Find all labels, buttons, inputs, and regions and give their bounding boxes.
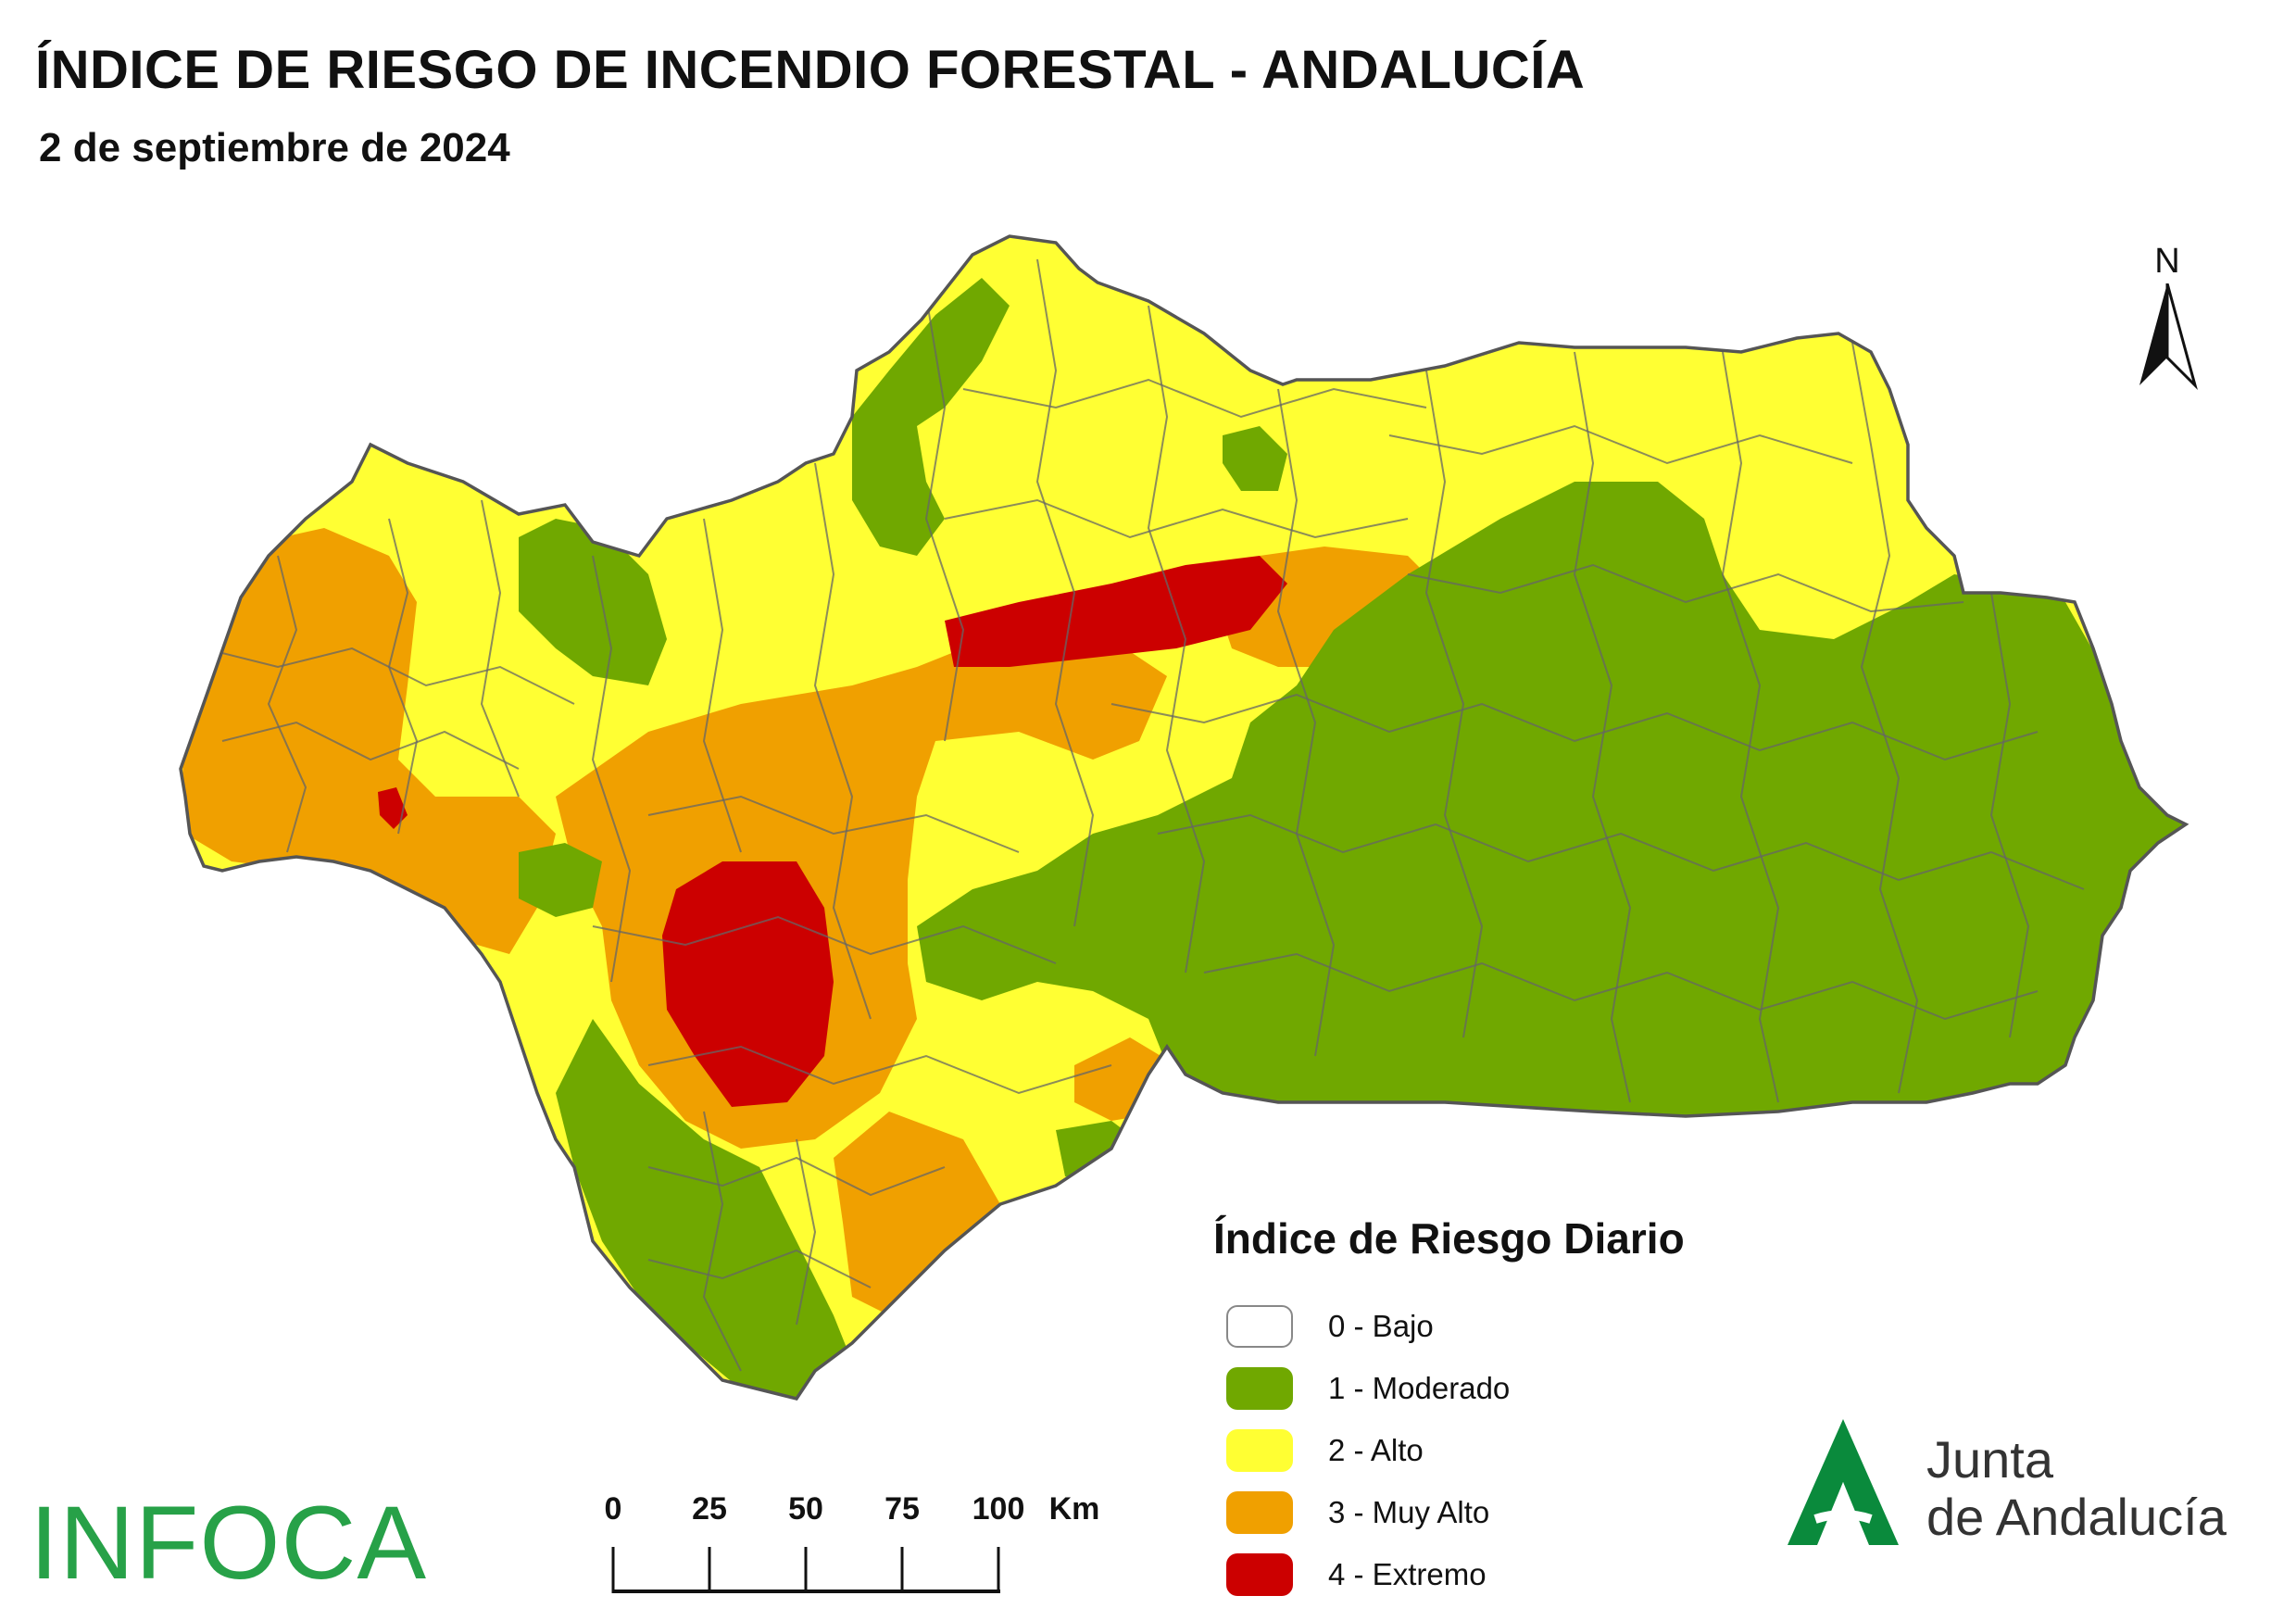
legend-swatch-muy-alto [1226,1490,1293,1534]
legend-label-bajo: 0 - Bajo [1328,1308,1434,1343]
junta-line1: Junta [1926,1430,2053,1489]
scale-bar-lines [611,1547,1000,1593]
legend-item-bajo: 0 - Bajo [1213,1295,1685,1357]
risk-zone-moderado-sierra-norte [852,278,1010,556]
north-arrow: N [2130,243,2204,391]
infoca-logo: INFOCA [30,1485,428,1601]
scale-unit: Km [1048,1491,1100,1527]
legend-label-moderado: 1 - Moderado [1328,1370,1511,1405]
legend-item-moderado: 1 - Moderado [1213,1357,1685,1419]
risk-zone-moderado-jaen-nw [1223,426,1287,491]
municipal-boundaries [203,258,2085,1372]
risk-zone-muy-alto-west [181,528,556,954]
junta-andalucia-logo-text: Junta de Andalucía [1926,1431,2227,1546]
risk-zone-moderado-cadiz [556,1019,852,1399]
legend-item-extremo: 4 - Extremo [1213,1543,1685,1605]
scale-tick-0: 0 [604,1491,622,1527]
map-title: ÍNDICE DE RIESGO DE INCENDIO FORESTAL - … [35,40,1586,100]
legend-label-alto: 2 - Alto [1328,1432,1424,1467]
risk-zone-moderado-andevalo [519,843,602,917]
legend-swatch-alto [1226,1428,1293,1472]
legend-swatch-bajo [1226,1304,1293,1348]
legend-item-alto: 2 - Alto [1213,1419,1685,1481]
north-label: N [2154,242,2180,281]
legend: Índice de Riesgo Diario 0 - Bajo 1 - Mod… [1213,1213,1685,1605]
junta-line2: de Andalucía [1926,1488,2227,1546]
risk-zone-moderado-aracena [519,519,667,685]
scale-tick-25: 25 [692,1491,727,1527]
scale-tick-75: 75 [885,1491,920,1527]
map-date: 2 de septiembre de 2024 [39,125,510,170]
junta-andalucia-logo-icon [1788,1419,1899,1545]
legend-label-muy-alto: 3 - Muy Alto [1328,1494,1490,1529]
legend-label-extremo: 4 - Extremo [1328,1556,1487,1591]
scale-tick-100: 100 [972,1491,1025,1527]
legend-swatch-extremo [1226,1552,1293,1596]
legend-item-muy-alto: 3 - Muy Alto [1213,1481,1685,1543]
north-arrow-icon [2139,283,2198,391]
legend-title: Índice de Riesgo Diario [1213,1214,1685,1263]
legend-swatch-moderado [1226,1366,1293,1410]
risk-zone-extremo-cordoba [945,556,1287,667]
risk-zone-muy-alto-south [834,1112,1000,1315]
risk-zone-extremo-huelva [378,787,408,829]
scale-tick-50: 50 [788,1491,823,1527]
